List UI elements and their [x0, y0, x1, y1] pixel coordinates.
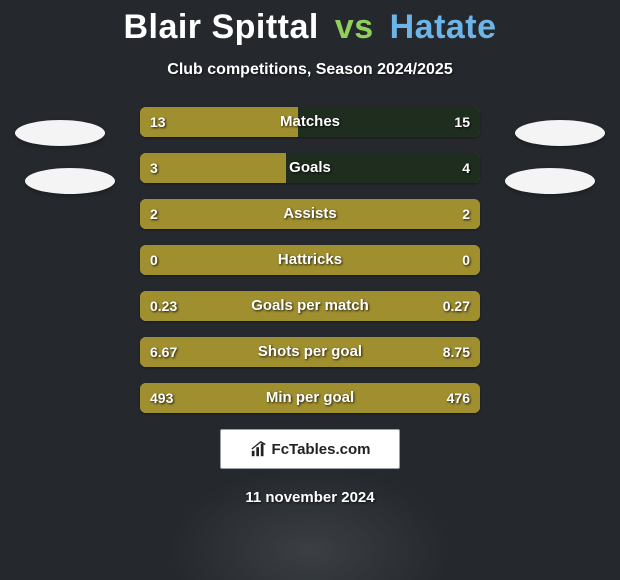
subtitle: Club competitions, Season 2024/2025	[0, 61, 620, 79]
stat-value-left: 2	[150, 199, 158, 229]
stat-label: Hattricks	[140, 245, 480, 275]
comparison-bars: Matches13 15 Goals3 4 Assists2 2 Hattricks0 0 Go…	[140, 107, 480, 413]
badge-left-1	[15, 120, 105, 146]
stat-row: Hattricks0 0	[140, 245, 480, 275]
stat-value-left: 13	[150, 107, 166, 137]
vs-label: vs	[335, 8, 374, 46]
stat-value-left: 6.67	[150, 337, 177, 367]
stat-row: Matches13 15	[140, 107, 480, 137]
stat-row: Goals3 4	[140, 153, 480, 183]
stat-value-right: 0	[462, 245, 470, 275]
stat-row: Min per goal493 476	[140, 383, 480, 413]
stat-value-left: 3	[150, 153, 158, 183]
stat-value-left: 493	[150, 383, 173, 413]
stat-value-right: 2	[462, 199, 470, 229]
stat-label: Goals	[140, 153, 480, 183]
stat-value-right: 15	[454, 107, 470, 137]
stat-value-right: 476	[447, 383, 470, 413]
badge-left-2	[25, 168, 115, 194]
badge-right-2	[505, 168, 595, 194]
stat-value-right: 4	[462, 153, 470, 183]
source-text: FcTables.com	[272, 441, 371, 458]
source-badge: FcTables.com	[220, 429, 400, 469]
date-label: 11 november 2024	[0, 489, 620, 506]
chart-icon	[250, 440, 268, 458]
stat-label: Assists	[140, 199, 480, 229]
stat-row: Goals per match0.23 0.27	[140, 291, 480, 321]
stat-label: Matches	[140, 107, 480, 137]
stat-value-right: 8.75	[443, 337, 470, 367]
badge-right-1	[515, 120, 605, 146]
player1-name: Blair Spittal	[123, 8, 318, 46]
stat-row: Shots per goal6.67 8.75	[140, 337, 480, 367]
stat-value-left: 0.23	[150, 291, 177, 321]
stat-label: Goals per match	[140, 291, 480, 321]
stat-value-right: 0.27	[443, 291, 470, 321]
stat-value-left: 0	[150, 245, 158, 275]
stat-label: Shots per goal	[140, 337, 480, 367]
stat-row: Assists2 2	[140, 199, 480, 229]
stat-label: Min per goal	[140, 383, 480, 413]
comparison-title: Blair Spittal vs Hatate	[0, 0, 620, 47]
player2-name: Hatate	[390, 8, 497, 46]
